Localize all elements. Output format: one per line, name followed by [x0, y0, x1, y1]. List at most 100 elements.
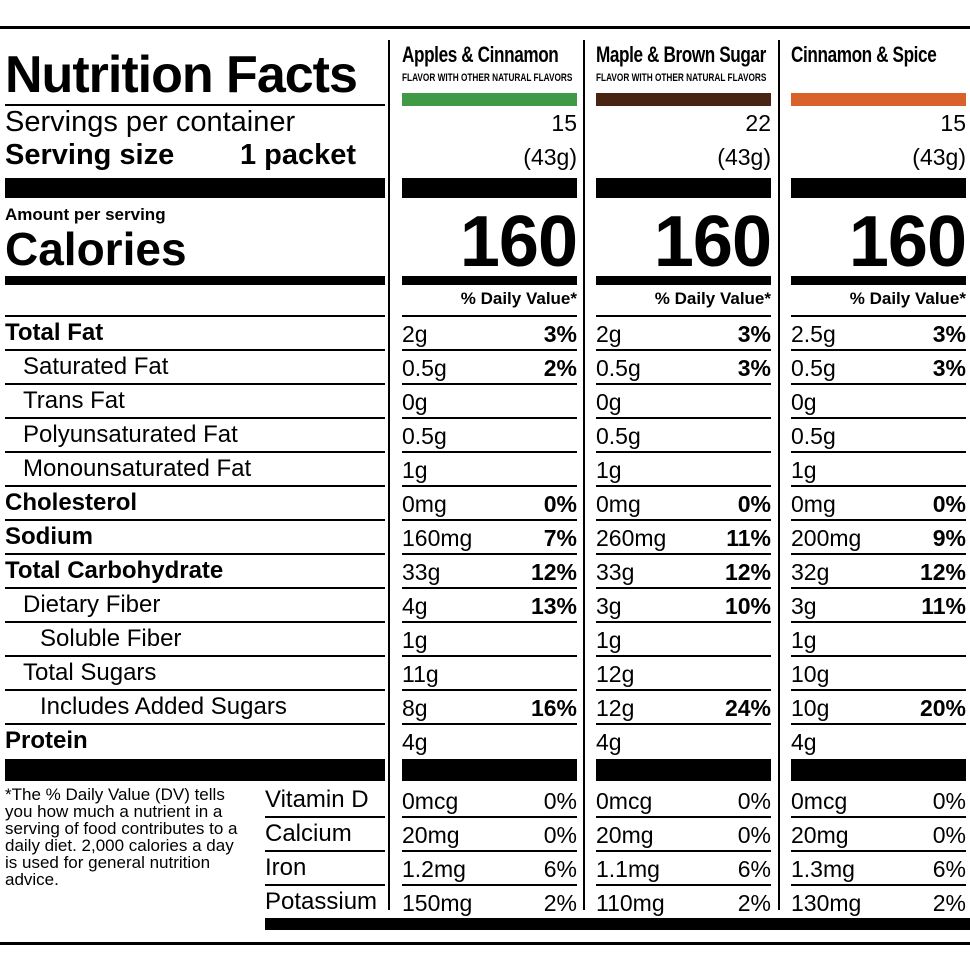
dv-header: % Daily Value*: [460, 289, 577, 308]
column-divider: [778, 40, 780, 910]
nutrient-dv: 12%: [530, 559, 577, 585]
mineral-dv: 0%: [543, 788, 577, 814]
row-rule: [5, 519, 385, 521]
nutrient-amount: 8g: [402, 695, 428, 721]
nutrient-amount: 2.5g: [791, 321, 836, 347]
nutrient-amount: 12g: [596, 695, 635, 721]
nutrient-dv: 11%: [726, 525, 771, 551]
mineral-amount: 0mcg: [791, 788, 848, 814]
mineral-amount: 1.3mg: [791, 856, 855, 882]
row-rule: [402, 621, 577, 623]
nutrient-dv: 24%: [724, 695, 771, 721]
calories-value: 160: [653, 202, 772, 282]
thick-rule: [596, 178, 771, 198]
nutrient-dv: 13%: [530, 593, 577, 619]
mineral-amount: 0mcg: [402, 788, 459, 814]
mineral-dv: 6%: [543, 856, 577, 882]
mineral-rule: [791, 884, 966, 886]
mineral-dv: 2%: [932, 890, 966, 916]
nutrient-label: Polyunsaturated Fat: [23, 421, 238, 448]
nutrient-amount: 10g: [791, 661, 830, 687]
row-rule: [596, 349, 771, 351]
nutrient-label: Saturated Fat: [23, 353, 169, 380]
nutrient-dv: 10%: [724, 593, 771, 619]
calories-rule: [791, 276, 966, 285]
row-rule: [402, 689, 577, 691]
nutrient-amount: 0.5g: [791, 423, 836, 449]
column-divider: [583, 40, 585, 910]
row-rule: [596, 621, 771, 623]
calories-value: 160: [848, 202, 967, 282]
servings-value: 22: [745, 110, 771, 136]
nutrient-dv: 0%: [543, 491, 577, 517]
thick-rule: [402, 759, 577, 781]
mineral-rule: [265, 884, 385, 886]
nutrient-amount: 1g: [596, 627, 622, 653]
nutrient-dv: 12%: [724, 559, 771, 585]
mineral-dv: 6%: [932, 856, 966, 882]
row-rule: [402, 519, 577, 521]
row-rule: [402, 655, 577, 657]
row-rule: [596, 553, 771, 555]
row-rule: [402, 553, 577, 555]
mineral-amount: 0mcg: [596, 788, 653, 814]
product-name: Maple & Brown Sugar: [596, 42, 766, 67]
row-rule: [596, 519, 771, 521]
row-rule: [791, 655, 966, 657]
nutrient-dv: 9%: [932, 525, 966, 551]
nutrient-amount: 0.5g: [596, 355, 641, 381]
row-rule: [791, 451, 966, 453]
row-rule: [5, 485, 385, 487]
mineral-rule: [596, 850, 771, 852]
nutrient-dv: 20%: [919, 695, 966, 721]
row-rule: [596, 655, 771, 657]
row-rule: [596, 485, 771, 487]
row-rule: [791, 723, 966, 725]
row-rule: [5, 349, 385, 351]
mineral-rule: [265, 816, 385, 818]
nutrient-amount: 1g: [402, 457, 428, 483]
mineral-amount: 130mg: [791, 890, 862, 916]
row-rule: [791, 417, 966, 419]
title: Nutrition Facts: [5, 46, 358, 104]
mineral-rule: [402, 884, 577, 886]
row-rule: [791, 315, 966, 317]
nutrient-amount: 0.5g: [596, 423, 641, 449]
flavor-color-bar: [596, 93, 771, 106]
row-rule: [5, 451, 385, 453]
product-subtitle: FLAVOR WITH OTHER NATURAL FLAVORS: [596, 72, 767, 84]
nutrient-amount: 0g: [402, 389, 428, 415]
mineral-amount: 20mg: [791, 822, 849, 848]
footnote: *The % Daily Value (DV) tells you how mu…: [5, 785, 238, 889]
mineral-label: Vitamin D: [265, 786, 369, 813]
column-divider: [388, 40, 390, 910]
row-rule: [402, 383, 577, 385]
row-rule: [5, 417, 385, 419]
mineral-dv: 0%: [932, 788, 966, 814]
mineral-label: Potassium: [265, 888, 378, 915]
serving-size-value: 1 packet: [240, 139, 357, 171]
nutrient-amount: 4g: [791, 729, 817, 755]
nutrient-dv: 3%: [737, 355, 771, 381]
servings-label: Servings per container: [5, 106, 296, 138]
row-rule: [5, 621, 385, 623]
nutrient-dv: 12%: [919, 559, 966, 585]
servings-value: 15: [551, 110, 577, 136]
nutrient-label: Total Carbohydrate: [5, 557, 224, 584]
nutrient-dv: 16%: [530, 695, 577, 721]
title-rule: [5, 104, 385, 106]
weight-value: (43g): [523, 144, 577, 170]
row-rule: [5, 383, 385, 385]
mineral-rule: [791, 816, 966, 818]
nutrient-amount: 0mg: [402, 491, 447, 517]
row-rule: [791, 383, 966, 385]
nutrient-amount: 0.5g: [791, 355, 836, 381]
row-rule: [402, 315, 577, 317]
nutrient-amount: 11g: [402, 661, 439, 687]
calories-rule: [5, 276, 385, 285]
servings-value: 15: [940, 110, 966, 136]
serving-size-label: Serving size: [5, 139, 175, 171]
nutrient-amount: 4g: [402, 593, 428, 619]
nutrient-dv: 11%: [921, 593, 966, 619]
nutrient-amount: 3g: [791, 593, 817, 619]
